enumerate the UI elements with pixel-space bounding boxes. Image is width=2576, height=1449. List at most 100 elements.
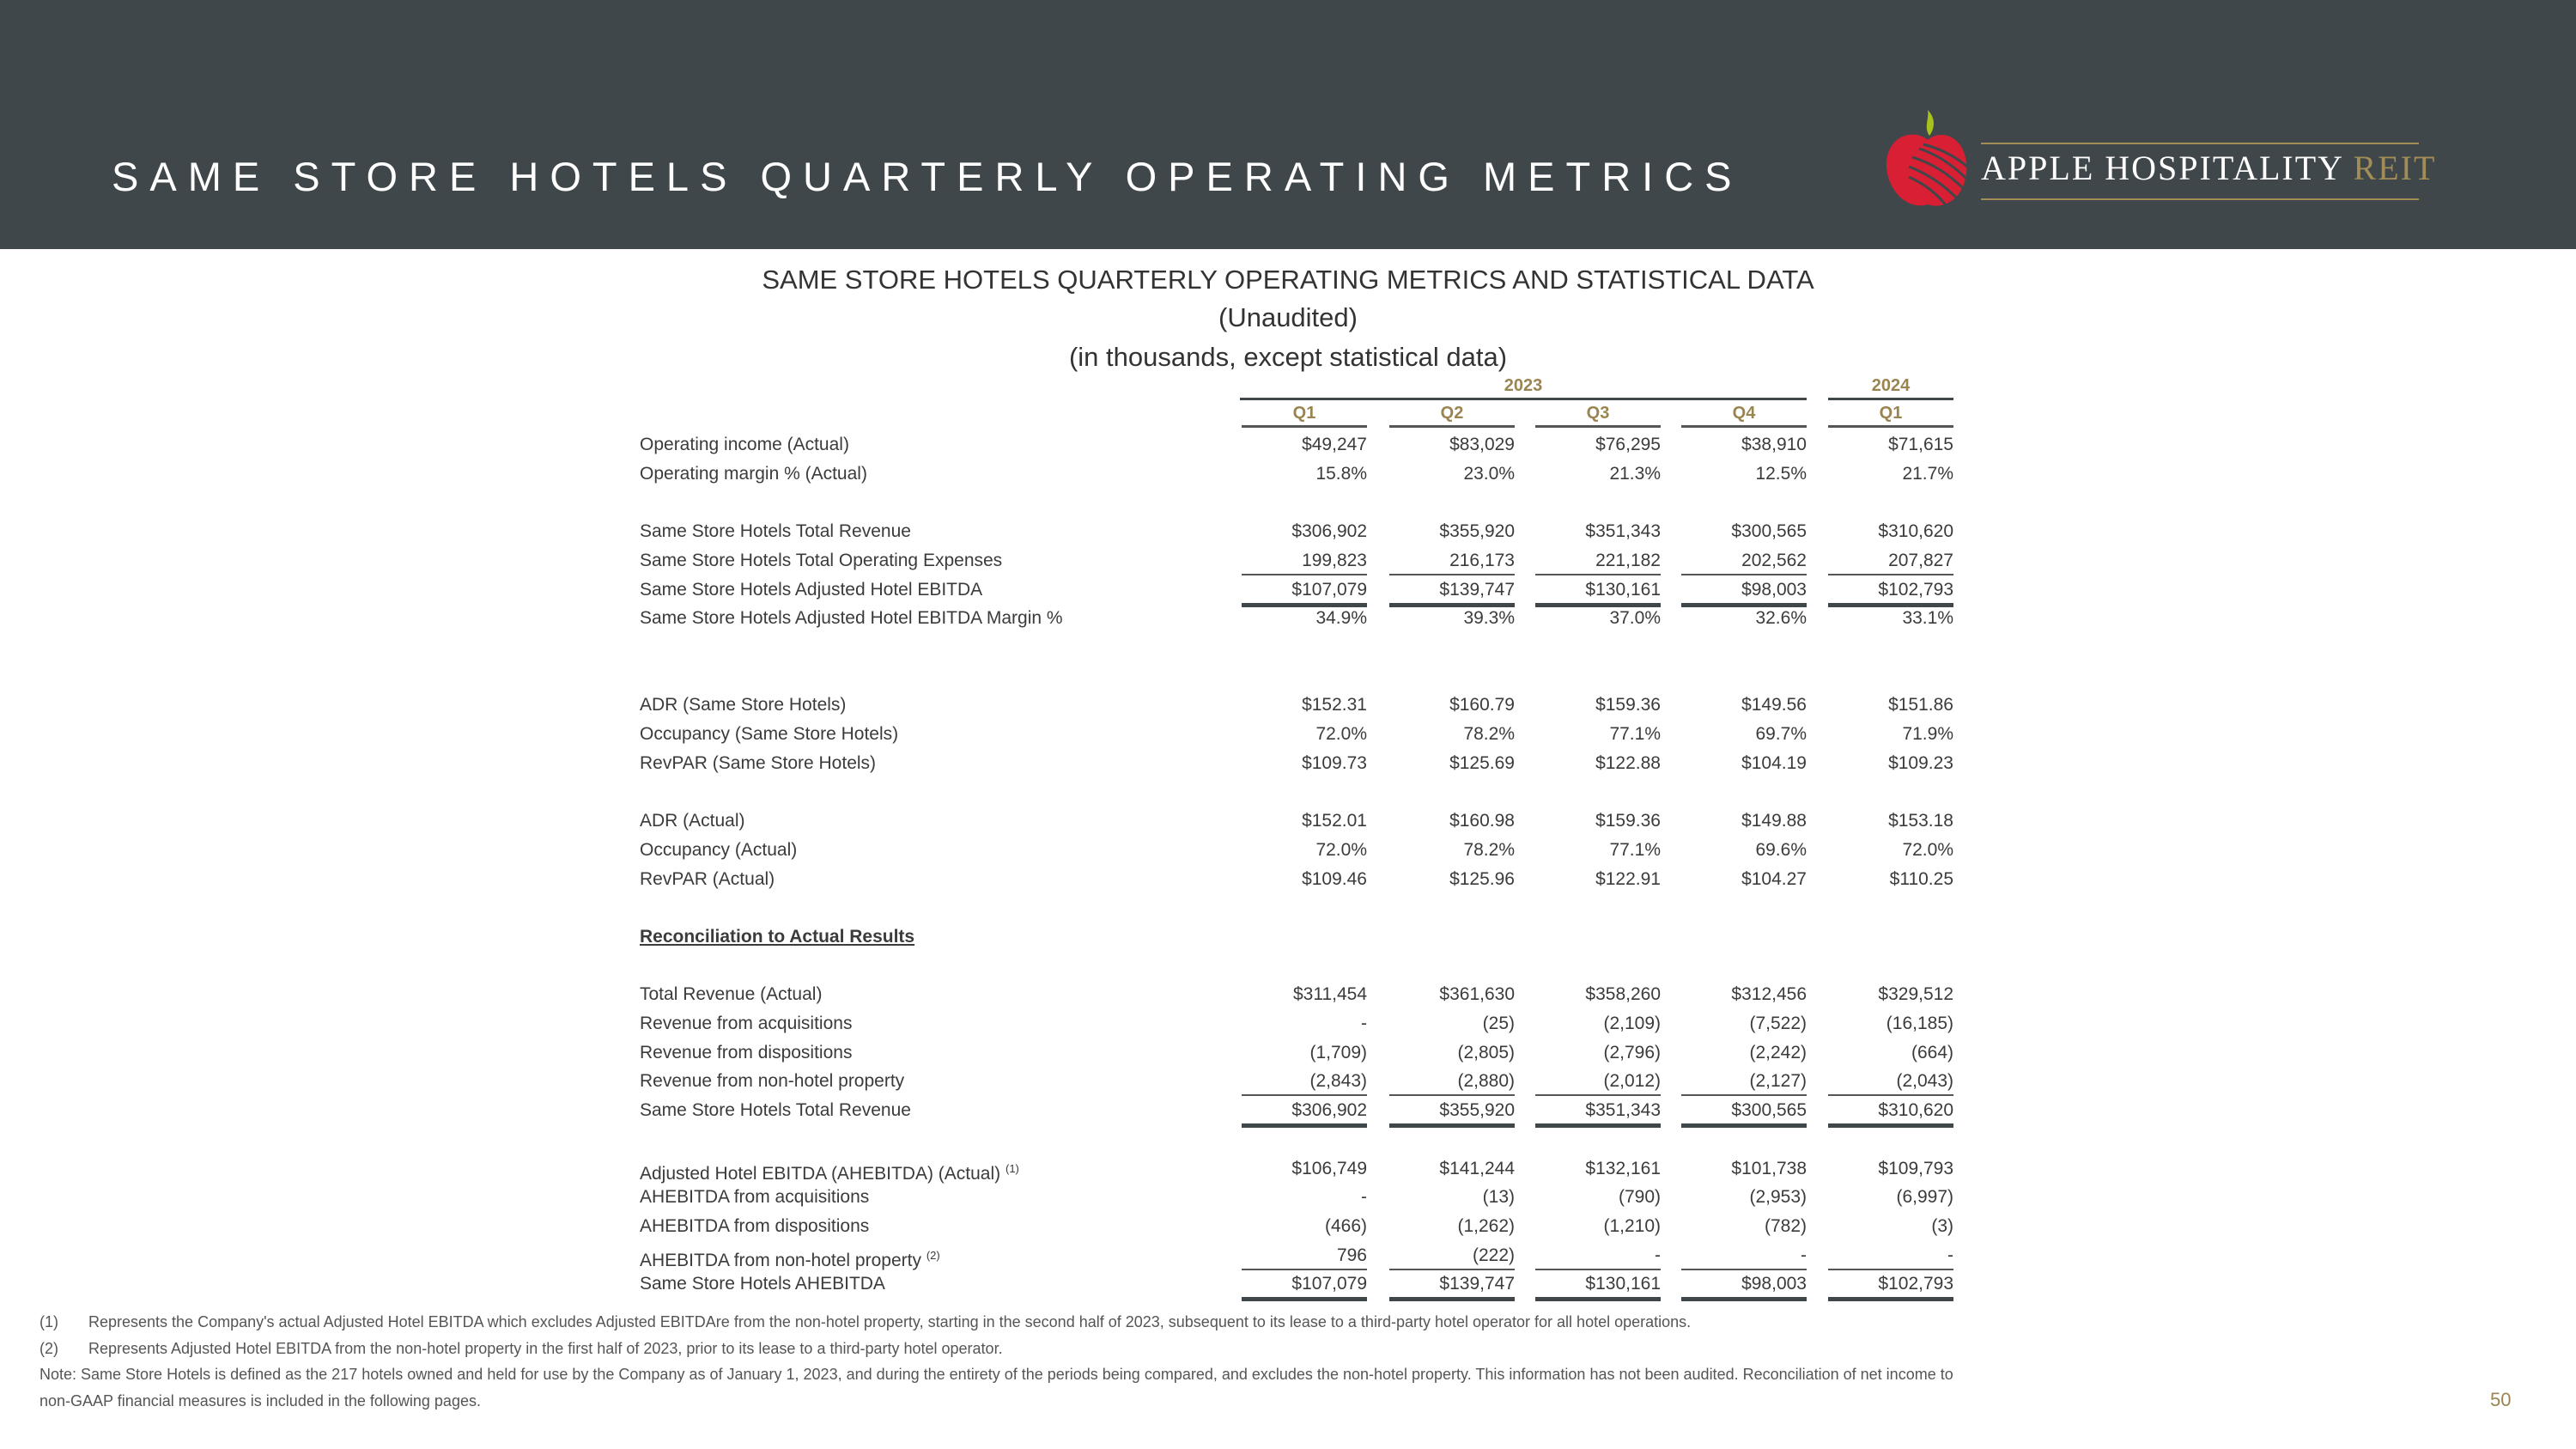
footnote: (1) Represents the Company's actual Adjus… — [39, 1313, 1691, 1331]
table-cell: $311,454 — [1292, 984, 1367, 1005]
table-cell: 77.1% — [1609, 839, 1661, 860]
table-cell: $361,630 — [1439, 984, 1515, 1005]
table-cell: 12.5% — [1755, 463, 1807, 484]
table-cell: 21.3% — [1609, 463, 1661, 484]
row-label: AHEBITDA from acquisitions — [640, 1184, 869, 1210]
row-label-text: RevPAR (Same Store Hotels) — [640, 752, 877, 773]
table-cell: 23.0% — [1463, 463, 1515, 484]
table-cell: (2,109) — [1603, 1014, 1661, 1033]
row-label: Operating margin % (Actual) — [640, 461, 867, 487]
row-label-text: AHEBITDA from dispositions — [640, 1215, 870, 1236]
year-rule-2023 — [1240, 398, 1807, 400]
row-label: Revenue from dispositions — [640, 1040, 852, 1066]
table-cell: 21.7% — [1902, 463, 1953, 484]
page-number: 50 — [2490, 1389, 2512, 1410]
footnote-text: Represents the Company's actual Adjusted… — [88, 1313, 1692, 1330]
table-cell: (7,522) — [1749, 1014, 1807, 1033]
table-cell: 216,173 — [1389, 548, 1515, 575]
table-cell: $152.31 — [1302, 695, 1367, 715]
row-label-text: RevPAR (Actual) — [640, 868, 775, 889]
table-cell: 69.7% — [1755, 724, 1807, 744]
table-cell: $130,161 — [1535, 1271, 1661, 1302]
footnote-mark: (1) — [39, 1313, 58, 1330]
company-logo: APPLE HOSPITALITY REIT — [1885, 110, 2434, 213]
quarter-header: Q3 — [1535, 404, 1661, 428]
row-label-text: Same Store Hotels Total Revenue — [640, 521, 911, 542]
table-cell: (790) — [1618, 1187, 1661, 1208]
table-cell: $38,910 — [1741, 435, 1807, 454]
quarter-header: Q2 — [1389, 404, 1515, 428]
table-cell: $76,295 — [1595, 435, 1661, 454]
table-cell: (222) — [1389, 1243, 1515, 1270]
table-cell: $98,003 — [1681, 577, 1807, 607]
row-label-text: AHEBITDA from non-hotel property — [640, 1250, 921, 1270]
note-line-2: non-GAAP financial measures is included … — [39, 1392, 481, 1409]
footnote-text: Represents Adjusted Hotel EBITDA from th… — [88, 1340, 1003, 1357]
table-cell: $109.46 — [1302, 868, 1367, 889]
footnote-mark: (2) — [39, 1340, 58, 1357]
table-cell: 34.9% — [1315, 608, 1367, 629]
table-cell: $139,747 — [1389, 577, 1515, 607]
table-cell: (2,880) — [1389, 1068, 1515, 1097]
table-cell: (2,843) — [1242, 1068, 1367, 1097]
table-cell: 39.3% — [1463, 608, 1515, 629]
table-cell: (664) — [1911, 1042, 1953, 1062]
table-cell: $160.98 — [1449, 811, 1515, 831]
table-cell: - — [1361, 1014, 1367, 1033]
table-cell: (3) — [1931, 1215, 1953, 1236]
table-cell: 37.0% — [1609, 608, 1661, 629]
year-rule-2024 — [1828, 398, 1953, 400]
table-cell: 796 — [1242, 1243, 1367, 1270]
table-cell: $139,747 — [1389, 1271, 1515, 1302]
row-label: RevPAR (Same Store Hotels) — [640, 751, 876, 776]
table-cell: 202,562 — [1681, 548, 1807, 575]
table-cell: $153.18 — [1888, 811, 1953, 831]
table-cell: 199,823 — [1242, 548, 1367, 575]
table-cell: 72.0% — [1902, 839, 1953, 860]
row-label: Same Store Hotels Total Revenue — [640, 1098, 911, 1123]
year-header-2023: 2023 — [1504, 376, 1543, 395]
table-cell: $110.25 — [1889, 868, 1953, 889]
table-cell: $358,260 — [1585, 984, 1661, 1005]
table-cell: 33.1% — [1902, 608, 1953, 629]
row-label-text: Revenue from acquisitions — [640, 1014, 853, 1033]
row-label: Same Store Hotels Adjusted Hotel EBITDA — [640, 577, 982, 603]
row-label-text: Occupancy (Same Store Hotels) — [640, 724, 899, 744]
quarter-header: Q1 — [1242, 404, 1367, 428]
table-cell: 72.0% — [1315, 724, 1367, 744]
table-cell: $83,029 — [1449, 435, 1515, 454]
table-cell: - — [1361, 1187, 1367, 1208]
logo-rule-top — [1981, 143, 2419, 144]
section-heading: Reconciliation to Actual Results — [640, 924, 914, 950]
footnote-ref: (1) — [1005, 1161, 1019, 1175]
table-cell: 207,827 — [1828, 548, 1953, 575]
logo-rule-bottom — [1981, 198, 2419, 200]
table-cell: $109.73 — [1302, 752, 1367, 773]
table-cell: $102,793 — [1828, 1271, 1953, 1302]
row-label-text: Revenue from dispositions — [640, 1042, 853, 1062]
table-cell: (2,805) — [1457, 1042, 1515, 1062]
table-cell: $306,902 — [1291, 521, 1367, 542]
table-cell: $355,920 — [1389, 1098, 1515, 1129]
row-label: Occupancy (Actual) — [640, 837, 797, 863]
table-cell: 32.6% — [1755, 608, 1807, 629]
row-label: RevPAR (Actual) — [640, 867, 775, 892]
table-cell: $122.88 — [1595, 752, 1661, 773]
table-cell: $160.79 — [1449, 695, 1515, 715]
table-cell: (2,127) — [1681, 1068, 1807, 1097]
table-cell: (782) — [1764, 1215, 1807, 1236]
row-label: ADR (Actual) — [640, 808, 745, 834]
row-label: Operating income (Actual) — [640, 432, 849, 458]
table-title: SAME STORE HOTELS QUARTERLY OPERATING ME… — [762, 265, 1814, 295]
row-label: AHEBITDA from non-hotel property (2) — [640, 1243, 940, 1274]
table-cell: $49,247 — [1302, 435, 1367, 454]
row-label-text: Operating margin % (Actual) — [640, 463, 867, 484]
table-cell: $149.56 — [1741, 695, 1807, 715]
apple-logo-icon — [1886, 110, 1968, 207]
row-label: ADR (Same Store Hotels) — [640, 692, 846, 718]
table-cell: (2,012) — [1535, 1068, 1661, 1097]
table-cell: $122.91 — [1595, 868, 1661, 889]
row-label: Same Store Hotels Total Operating Expens… — [640, 548, 1002, 574]
note-line-1: Note: Same Store Hotels is defined as th… — [39, 1366, 1953, 1383]
table-cell: $152.01 — [1302, 811, 1367, 831]
